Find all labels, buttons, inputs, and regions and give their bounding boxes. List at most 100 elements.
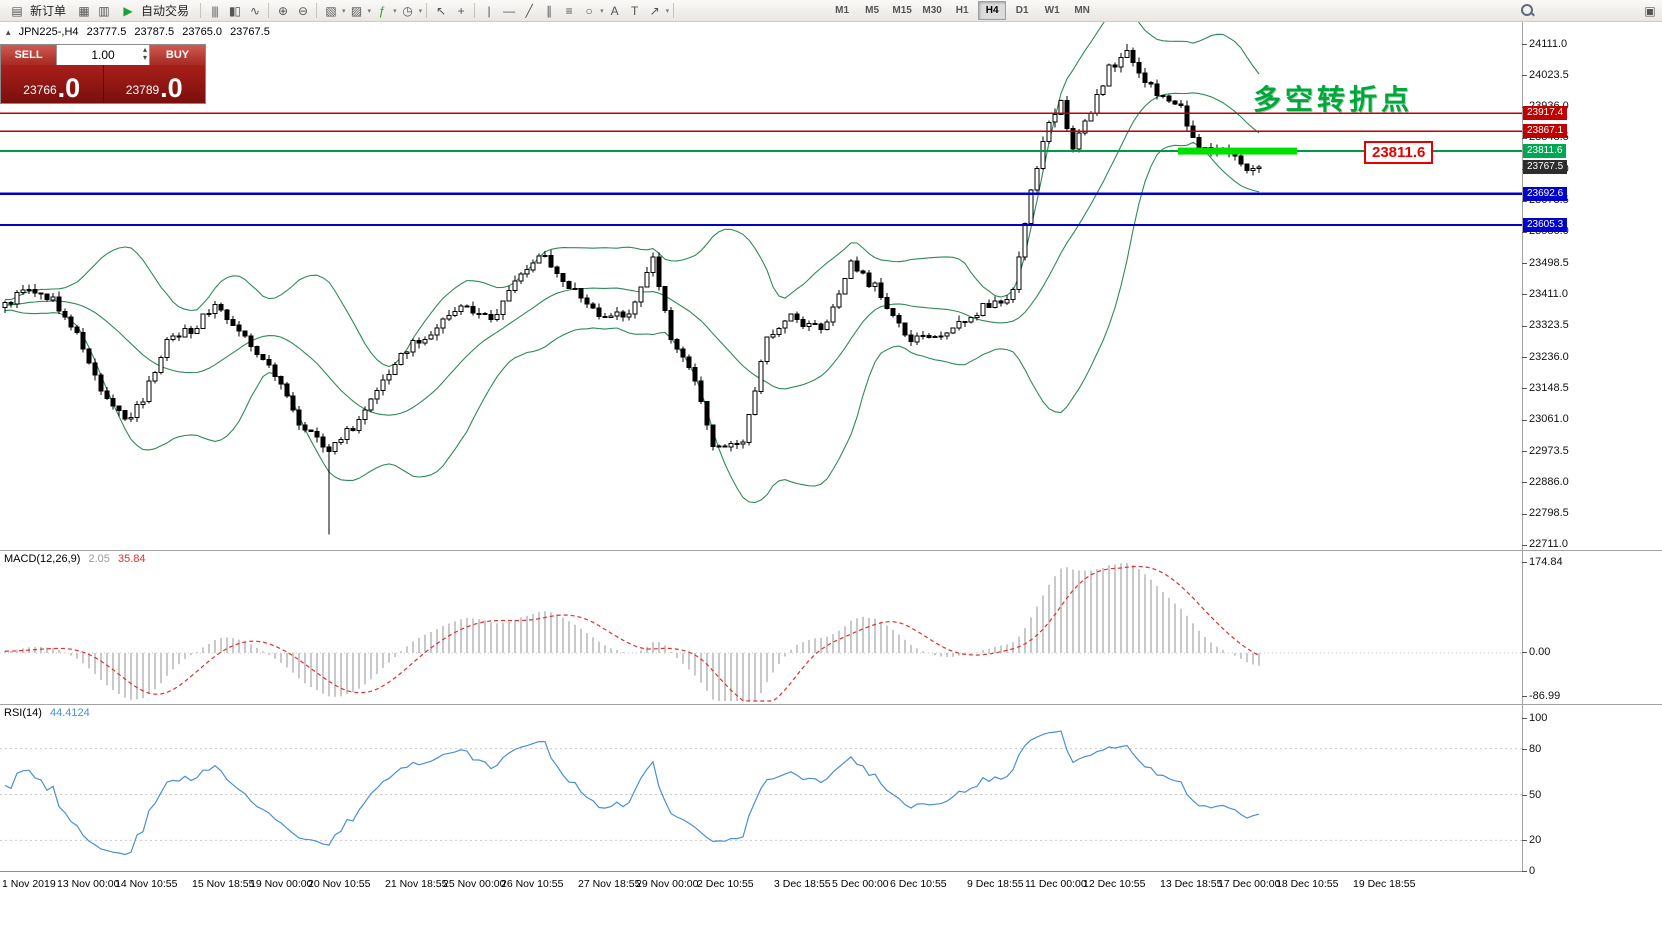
timeframe-W1[interactable]: W1 (1044, 5, 1060, 16)
y-axis-tick-mark (1522, 451, 1527, 452)
profiles-icon[interactable]: ▨ (350, 3, 362, 18)
timeframe-H1[interactable]: H1 (955, 5, 969, 16)
arrows-icon[interactable]: ↗ (649, 3, 660, 18)
timeframe-MN[interactable]: MN (1074, 5, 1090, 16)
rsi-tick-mark (1522, 840, 1527, 841)
time-axis-label: 5 Dec 00:00 (832, 878, 889, 890)
candlestick-chart-icon[interactable]: ▮▯ (228, 3, 241, 18)
bar-chart-icon[interactable]: ||| (211, 3, 218, 18)
channel-icon[interactable]: ∥ (546, 3, 552, 18)
y-axis-label: 22798.5 (1529, 507, 1569, 519)
horizontal-line-icon[interactable]: — (503, 3, 515, 18)
time-axis-label: 18 Dec 10:55 (1276, 878, 1339, 890)
price-chart-canvas[interactable] (0, 22, 1522, 550)
periods-icon[interactable]: ◷ (402, 3, 412, 18)
time-axis-label: 19 Nov 00:00 (250, 878, 313, 890)
text-icon[interactable]: A (610, 3, 619, 18)
y-axis-tick-mark (1522, 294, 1527, 295)
timeframe-toolbar: M1 M5 M15 M30 H1 H4 D1 W1 MN (828, 1, 1096, 20)
one-click-trading-panel: SELL 1.00 ▴ ▾ BUY 23766 .0 23789 .0 (0, 44, 206, 104)
cursor-icon[interactable]: ↖ (436, 3, 446, 18)
symbol-marker-icon: ▴ (6, 27, 11, 37)
chevron-down-icon[interactable]: ▾ (342, 7, 346, 15)
rsi-panel-canvas[interactable] (0, 705, 1522, 871)
toolbar-separator (673, 3, 675, 18)
label-icon[interactable]: T (630, 3, 638, 18)
auto-trading-label: 自动交易 (141, 4, 190, 18)
buy-button[interactable]: BUY (150, 45, 205, 65)
toolbar-right-group: ▣ (1519, 2, 1659, 20)
chevron-down-icon[interactable]: ▾ (393, 7, 397, 15)
vertical-line-icon[interactable]: | (487, 3, 491, 18)
timeframe-D1[interactable]: D1 (1015, 5, 1029, 16)
line-chart-icon[interactable]: ∿ (250, 3, 260, 18)
time-axis-label: 17 Dec 00:00 (1218, 878, 1281, 890)
chevron-down-icon[interactable]: ▾ (418, 7, 423, 15)
rsi-value: 44.4124 (49, 707, 90, 719)
y-axis-tick-mark (1522, 545, 1527, 546)
price-callout[interactable]: 23811.6 (1364, 141, 1434, 164)
crosshair-icon[interactable]: + (457, 3, 465, 18)
timeframe-M15[interactable]: M15 (892, 5, 912, 16)
volume-input[interactable]: 1.00 ▴ ▾ (56, 45, 150, 65)
macd-tick-mark (1522, 652, 1527, 653)
time-axis[interactable]: 1 Nov 2019 13 Nov 00:00 14 Nov 10:55 15 Nov… (0, 871, 1522, 947)
y-axis-label: 24023.5 (1529, 69, 1569, 81)
auto-trading-button[interactable]: ▶ 自动交易 (114, 0, 196, 22)
sell-button[interactable]: SELL (1, 45, 56, 65)
new-chart-icon[interactable]: ▧ (325, 3, 336, 18)
annotation-text[interactable]: 多空转折点 (1253, 84, 1414, 115)
time-axis-label: 27 Nov 18:55 (578, 878, 641, 890)
toolbar-separator (316, 3, 318, 18)
shapes-icon[interactable]: ○ (585, 3, 592, 18)
rsi-name: RSI(14) (4, 707, 42, 719)
buy-price-main: 23789 (125, 83, 160, 97)
toolbar-separator (474, 3, 476, 18)
ohlc-close: 23767.5 (230, 26, 270, 38)
macd-panel-canvas[interactable] (0, 551, 1522, 704)
panel-separator[interactable] (0, 550, 1662, 551)
timeframe-H4[interactable]: H4 (978, 1, 1007, 20)
time-axis-label: 21 Nov 18:55 (385, 878, 448, 890)
zoom-in-icon[interactable]: ⊕ (278, 3, 288, 18)
price-axis[interactable]: 24111.024023.523936.023848.523761.023673… (1522, 22, 1662, 947)
chevron-down-icon[interactable]: ▾ (600, 7, 604, 15)
search-icon[interactable] (1519, 2, 1536, 19)
y-axis-label: 23411.0 (1529, 288, 1568, 300)
y-axis-label: 22711.0 (1529, 538, 1568, 550)
y-axis-label: 24111.0 (1529, 38, 1568, 50)
indicators-icon[interactable]: ƒ (378, 3, 386, 18)
chevron-down-icon[interactable]: ▾ (367, 7, 372, 15)
sell-price[interactable]: 23766 .0 (1, 65, 103, 103)
chevron-down-icon[interactable]: ▾ (665, 7, 670, 15)
price-tag-23692.6: 23692.6 (1523, 187, 1568, 201)
volume-spinner[interactable]: ▴ ▾ (143, 46, 147, 62)
fibonacci-icon[interactable]: ≡ (565, 3, 573, 18)
panel-separator[interactable] (0, 704, 1662, 705)
time-axis-label: 11 Dec 00:00 (1025, 878, 1087, 890)
window-icon[interactable]: ▣ (1644, 3, 1655, 18)
market-watch-icon[interactable]: ▥ (98, 3, 109, 18)
toolbar: ▤ 新订单 ▦ ▥ ▶ 自动交易 ||| ▮▯ ∿ ⊕ ⊖ ▧ ▾ ▨ ▾ ƒ ▾ ◷… (0, 0, 1662, 22)
sell-price-main: 23766 (23, 83, 57, 97)
trendline-icon[interactable]: ╱ (525, 3, 532, 18)
spin-up-icon[interactable]: ▴ (142, 45, 147, 54)
timeframe-M1[interactable]: M1 (835, 5, 850, 16)
y-axis-tick-mark (1522, 138, 1527, 139)
new-order-icon: ▤ (11, 3, 22, 18)
chart-window-icon[interactable]: ▦ (78, 3, 89, 18)
timeframe-M30[interactable]: M30 (922, 5, 942, 16)
zoom-out-icon[interactable]: ⊖ (298, 3, 308, 18)
new-order-button[interactable]: ▤ 新订单 (3, 0, 73, 22)
y-axis-tick-mark (1522, 482, 1527, 483)
spin-down-icon[interactable]: ▾ (142, 53, 147, 62)
macd-scale-label: -86.99 (1529, 690, 1561, 702)
timeframe-M5[interactable]: M5 (865, 5, 880, 16)
y-axis-tick-mark (1522, 388, 1527, 389)
buy-price[interactable]: 23789 .0 (102, 65, 205, 103)
price-tag-23767.5: 23767.5 (1523, 160, 1568, 174)
price-axis-separator[interactable] (1522, 22, 1523, 871)
sell-price-pips: .0 (57, 73, 81, 103)
y-axis-label: 23236.0 (1529, 351, 1569, 363)
